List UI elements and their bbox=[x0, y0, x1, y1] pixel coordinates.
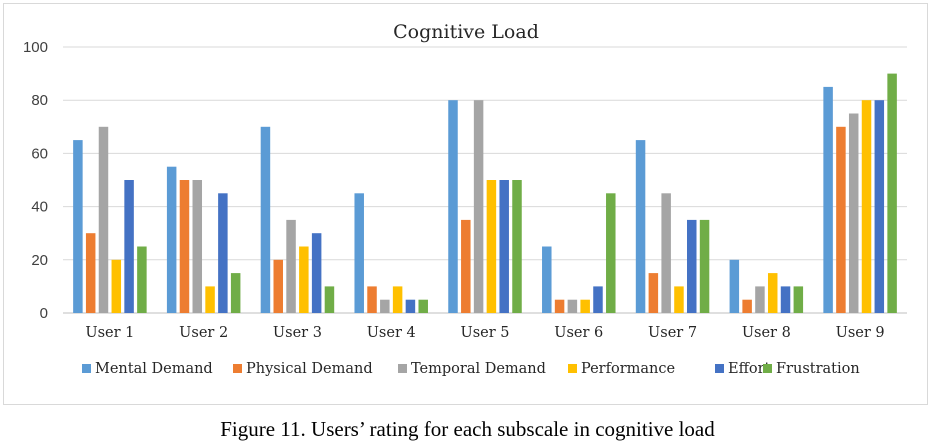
legend-swatch-temporal-demand bbox=[398, 364, 407, 373]
legend-label-physical-demand: Physical Demand bbox=[246, 361, 373, 377]
bar-physical-demand-user-6 bbox=[554, 299, 565, 313]
bar-effort-user-7 bbox=[687, 219, 697, 313]
bar-mental-demand-user-8 bbox=[729, 259, 740, 313]
bar-mental-demand-user-5 bbox=[448, 100, 458, 313]
bar-temporal-demand-user-8 bbox=[755, 286, 765, 313]
bar-frustration-user-2 bbox=[230, 273, 241, 313]
legend-swatch-mental-demand bbox=[82, 364, 91, 373]
x-category-label: User 2 bbox=[179, 325, 228, 341]
bar-mental-demand-user-2 bbox=[166, 166, 177, 313]
bar-performance-user-4 bbox=[392, 286, 403, 313]
legend-swatch-performance bbox=[568, 364, 577, 373]
bar-temporal-demand-user-4 bbox=[380, 299, 390, 313]
x-category-label: User 8 bbox=[742, 325, 791, 341]
bar-frustration-user-7 bbox=[699, 219, 710, 313]
gridlines bbox=[63, 46, 907, 314]
bar-physical-demand-user-2 bbox=[179, 180, 190, 313]
bar-performance-user-6 bbox=[580, 299, 590, 313]
y-tick-label: 20 bbox=[31, 252, 48, 269]
bars bbox=[73, 73, 897, 314]
bar-performance-user-5 bbox=[486, 180, 497, 313]
bar-mental-demand-user-3 bbox=[260, 126, 271, 313]
legend-swatch-effort bbox=[715, 364, 724, 373]
x-category-label: User 7 bbox=[648, 325, 697, 341]
bar-effort-user-8 bbox=[780, 286, 791, 313]
y-axis-ticks: 0 20 40 60 80 100 bbox=[23, 39, 48, 322]
bar-mental-demand-user-7 bbox=[635, 140, 646, 313]
bar-effort-user-1 bbox=[124, 180, 134, 313]
bar-effort-user-6 bbox=[593, 286, 603, 313]
bar-effort-user-4 bbox=[405, 299, 416, 313]
bar-temporal-demand-user-6 bbox=[567, 299, 578, 313]
bar-mental-demand-user-9 bbox=[823, 86, 833, 314]
bar-performance-user-3 bbox=[299, 246, 309, 313]
bar-frustration-user-1 bbox=[137, 246, 147, 313]
bar-temporal-demand-user-7 bbox=[661, 193, 671, 313]
x-category-label: User 6 bbox=[554, 325, 603, 341]
legend-label-temporal-demand: Temporal Demand bbox=[411, 361, 546, 377]
bar-performance-user-8 bbox=[767, 273, 778, 313]
y-tick-label: 40 bbox=[31, 199, 48, 216]
bar-frustration-user-8 bbox=[793, 286, 804, 313]
bar-temporal-demand-user-9 bbox=[848, 113, 859, 313]
legend-label-mental-demand: Mental Demand bbox=[95, 361, 213, 377]
x-axis-categories: User 1 User 2 User 3 User 4 User 5 User 6 User… bbox=[85, 325, 884, 341]
legend-label-effort: Effort bbox=[728, 361, 771, 377]
bar-performance-user-2 bbox=[205, 286, 215, 313]
bar-physical-demand-user-8 bbox=[742, 299, 752, 313]
bar-mental-demand-user-1 bbox=[73, 140, 83, 313]
bar-physical-demand-user-3 bbox=[273, 259, 283, 313]
bar-temporal-demand-user-3 bbox=[286, 219, 296, 313]
bar-physical-demand-user-4 bbox=[367, 286, 377, 313]
y-tick-label: 80 bbox=[31, 92, 48, 109]
x-category-label: User 5 bbox=[460, 325, 509, 341]
y-tick-label: 0 bbox=[40, 305, 48, 322]
bar-effort-user-3 bbox=[311, 233, 322, 313]
x-category-label: User 1 bbox=[85, 325, 134, 341]
bar-frustration-user-6 bbox=[606, 193, 616, 313]
x-category-label: User 3 bbox=[273, 325, 322, 341]
chart-title: Cognitive Load bbox=[393, 21, 539, 43]
legend: Mental Demand Physical Demand Temporal Dem… bbox=[82, 361, 860, 377]
legend-swatch-frustration bbox=[763, 364, 772, 373]
bar-effort-user-5 bbox=[499, 180, 509, 313]
bar-physical-demand-user-9 bbox=[836, 126, 846, 313]
y-tick-label: 100 bbox=[23, 39, 48, 56]
figure-caption: Figure 11. Users’ rating for each subsca… bbox=[220, 417, 715, 441]
bar-frustration-user-9 bbox=[887, 73, 897, 313]
x-category-label: User 9 bbox=[836, 325, 885, 341]
bar-frustration-user-5 bbox=[512, 180, 522, 313]
y-tick-label: 60 bbox=[31, 145, 48, 162]
cognitive-load-chart: Cognitive Load 0 20 40 60 80 100 User 1 User 2… bbox=[23, 21, 907, 377]
x-category-label: User 4 bbox=[367, 325, 416, 341]
legend-label-performance: Performance bbox=[581, 361, 675, 377]
bar-performance-user-1 bbox=[111, 259, 122, 313]
bar-temporal-demand-user-5 bbox=[473, 100, 484, 313]
legend-label-frustration: Frustration bbox=[776, 361, 860, 377]
bar-effort-user-9 bbox=[874, 100, 885, 313]
bar-performance-user-7 bbox=[674, 286, 684, 313]
bar-temporal-demand-user-2 bbox=[192, 180, 203, 313]
bar-performance-user-9 bbox=[861, 100, 872, 313]
bar-physical-demand-user-7 bbox=[648, 273, 659, 313]
bar-effort-user-2 bbox=[218, 193, 228, 313]
bar-physical-demand-user-5 bbox=[461, 219, 471, 313]
chart-frame bbox=[3, 3, 928, 405]
bar-mental-demand-user-6 bbox=[542, 246, 552, 313]
bar-frustration-user-3 bbox=[324, 286, 335, 313]
bar-frustration-user-4 bbox=[418, 299, 428, 313]
bar-mental-demand-user-4 bbox=[354, 193, 364, 313]
bar-temporal-demand-user-1 bbox=[98, 126, 109, 313]
bar-physical-demand-user-1 bbox=[85, 233, 96, 313]
legend-swatch-physical-demand bbox=[233, 364, 242, 373]
